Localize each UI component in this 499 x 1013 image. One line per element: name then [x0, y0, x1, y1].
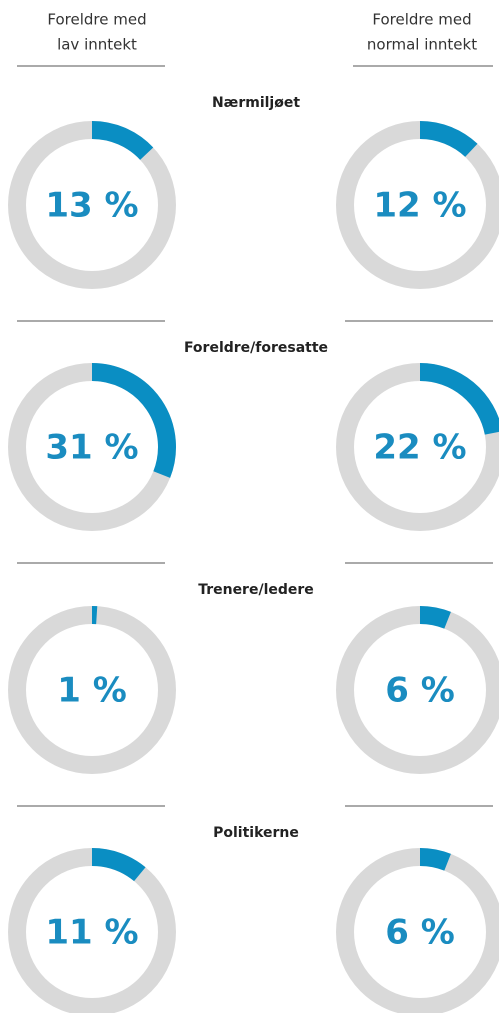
donut-segment: [91, 848, 146, 882]
value-label: 6 %: [385, 671, 455, 711]
donut-segment: [419, 848, 451, 871]
donut-segment: [91, 363, 176, 478]
donut-segment: [419, 606, 451, 629]
row-title: Trenere/ledere: [198, 582, 314, 598]
value-label: 12 %: [373, 186, 466, 226]
value-label: 31 %: [45, 428, 138, 468]
donut-segment: [419, 121, 478, 158]
value-label: 1 %: [57, 671, 127, 711]
value-label: 11 %: [45, 913, 138, 953]
row-title: Foreldre/foresatte: [184, 340, 328, 356]
donut-segment: [419, 363, 499, 435]
row-title: Nærmiljøet: [212, 95, 300, 111]
row-title: Politikerne: [213, 825, 299, 841]
value-label: 22 %: [373, 428, 466, 468]
column-header: lav inntekt: [57, 36, 137, 54]
column-header: Foreldre med: [372, 11, 471, 29]
value-label: 13 %: [45, 186, 138, 226]
column-header: Foreldre med: [47, 11, 146, 29]
value-label: 6 %: [385, 913, 455, 953]
donut-segment: [91, 121, 154, 161]
column-header: normal inntekt: [367, 36, 477, 54]
